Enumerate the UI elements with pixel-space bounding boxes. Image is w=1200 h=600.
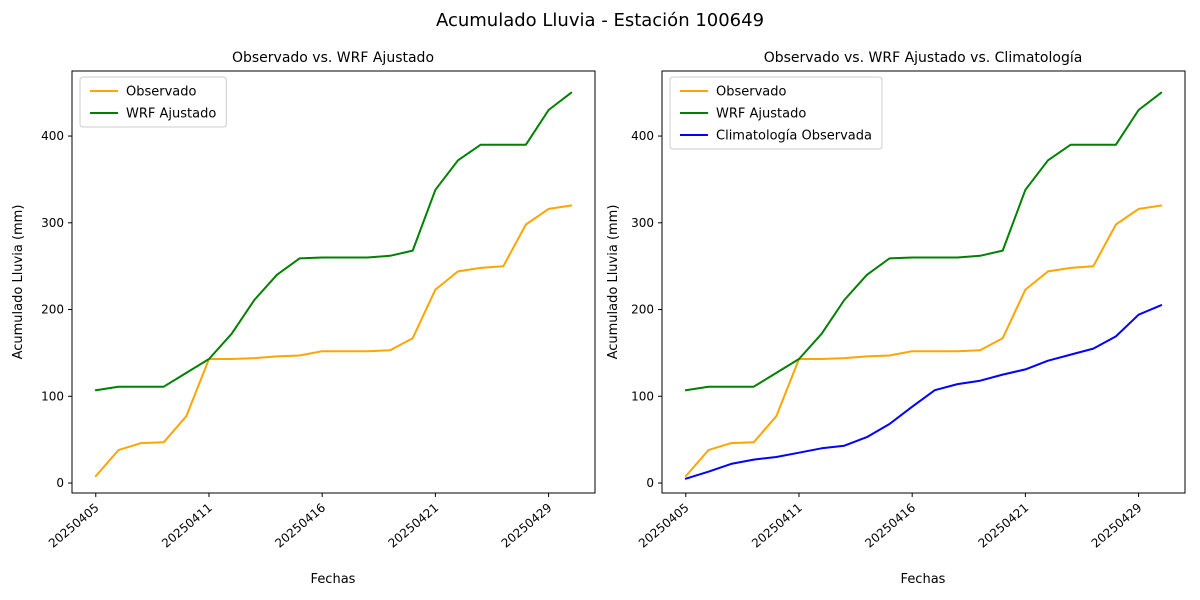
x-tick-label: 20250411	[749, 501, 805, 551]
plot-area: 0 100 200 300 400 20250405 20250411 20250416 202…	[41, 70, 596, 551]
plot-area: 0 100 200 300 400 20250405 20250411 20250416 202…	[631, 70, 1186, 551]
plot-border	[71, 70, 596, 494]
series-line-wrf-ajustado	[684, 91, 1163, 392]
legend-label: Observado	[716, 85, 787, 100]
legend-label: WRF Ajustado	[716, 107, 806, 122]
chart-title: Observado vs. WRF Ajustado	[232, 50, 434, 66]
legend-label: Climatología Observada	[716, 129, 872, 144]
legend-box	[669, 76, 883, 150]
x-tick-label: 20250416	[272, 501, 328, 551]
y-tick-label: 200	[631, 303, 654, 317]
y-tick-label: 0	[56, 476, 64, 490]
legend-label: Observado	[126, 85, 197, 100]
x-tick-label: 20250429	[499, 501, 555, 551]
plot-border	[661, 70, 1186, 494]
y-tick-label: 400	[631, 129, 654, 143]
y-axis-label: Acumulado Lluvia (mm)	[11, 205, 26, 360]
series-line-observado	[94, 204, 573, 478]
y-tick-label: 300	[41, 216, 64, 230]
x-tick-label: 20250421	[386, 501, 442, 551]
y-tick-label: 400	[41, 129, 64, 143]
y-tick-label: 100	[41, 389, 64, 403]
x-axis-label: Fechas	[311, 572, 356, 587]
y-tick-label: 300	[631, 216, 654, 230]
left-chart-svg: Observado vs. WRF Ajustado Fechas Acumul…	[11, 50, 596, 587]
right-chart-svg: Observado vs. WRF Ajustado vs. Climatolo…	[606, 50, 1186, 587]
x-tick-label: 20250405	[46, 501, 102, 551]
figure-title: Acumulado Lluvia - Estación 100649	[435, 10, 765, 31]
chart-title: Observado vs. WRF Ajustado vs. Climatolo…	[764, 50, 1083, 66]
series-line-observado	[684, 204, 1163, 478]
x-axis-label: Fechas	[901, 572, 946, 587]
y-tick-label: 100	[631, 389, 654, 403]
right-chart: Observado vs. WRF Ajustado vs. Climatolo…	[600, 0, 1200, 600]
x-tick-label: 20250416	[862, 501, 918, 551]
legend-label: WRF Ajustado	[126, 107, 216, 122]
series-line-climatolog-a-observada	[684, 304, 1163, 480]
x-tick-label: 20250405	[636, 501, 692, 551]
y-tick-label: 200	[41, 303, 64, 317]
legend: Observado WRF Ajustado	[79, 76, 227, 128]
x-tick-label: 20250421	[976, 501, 1032, 551]
y-axis-label: Acumulado Lluvia (mm)	[606, 205, 621, 360]
x-tick-label: 20250429	[1089, 501, 1145, 551]
legend: Observado WRF Ajustado Climatología Observ…	[669, 76, 883, 150]
series-line-wrf-ajustado	[94, 91, 573, 392]
x-tick-label: 20250411	[159, 501, 215, 551]
legend-box	[79, 76, 227, 128]
y-tick-label: 0	[646, 476, 654, 490]
left-chart: Observado vs. WRF Ajustado Fechas Acumul…	[11, 50, 596, 587]
